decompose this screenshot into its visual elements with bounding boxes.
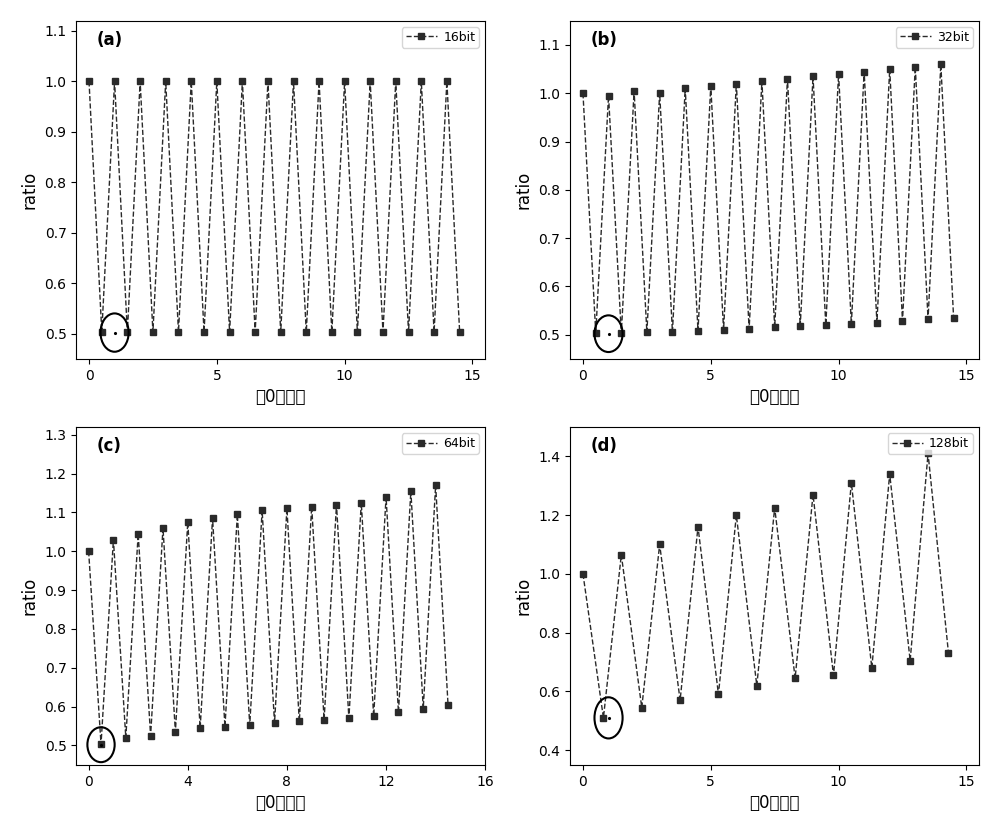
Y-axis label: ratio: ratio bbox=[21, 171, 39, 209]
Y-axis label: ratio: ratio bbox=[21, 576, 39, 615]
Text: (d): (d) bbox=[591, 437, 618, 455]
Legend: 128bit: 128bit bbox=[888, 433, 973, 454]
Legend: 64bit: 64bit bbox=[402, 433, 479, 454]
Legend: 32bit: 32bit bbox=[896, 27, 973, 47]
X-axis label: 排0码数量: 排0码数量 bbox=[749, 388, 800, 406]
Text: (c): (c) bbox=[97, 437, 122, 455]
X-axis label: 排0码数量: 排0码数量 bbox=[255, 794, 306, 812]
Text: (b): (b) bbox=[591, 31, 618, 49]
X-axis label: 排0码数量: 排0码数量 bbox=[255, 388, 306, 406]
Text: (a): (a) bbox=[97, 31, 123, 49]
X-axis label: 排0码数量: 排0码数量 bbox=[749, 794, 800, 812]
Y-axis label: ratio: ratio bbox=[515, 171, 533, 209]
Legend: 16bit: 16bit bbox=[402, 27, 479, 47]
Y-axis label: ratio: ratio bbox=[515, 576, 533, 615]
